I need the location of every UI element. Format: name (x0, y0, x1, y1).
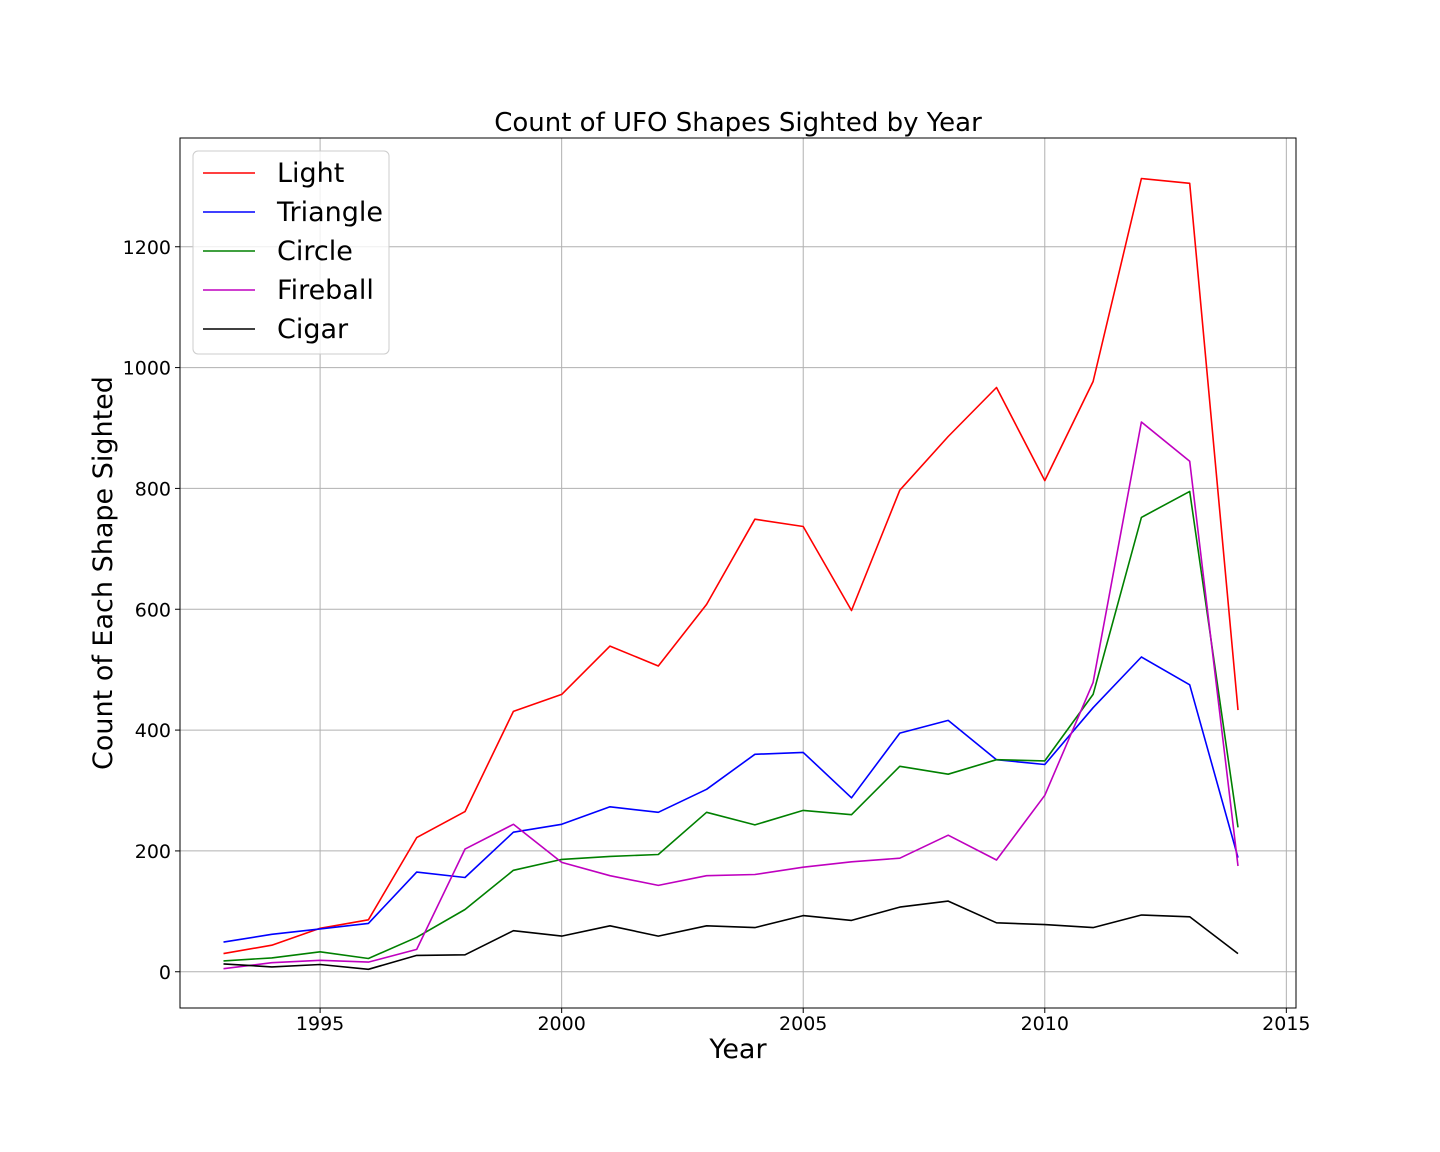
legend-box (192, 150, 390, 355)
y-tick-label: 1000 (123, 358, 171, 380)
x-tick-label: 2005 (779, 1013, 827, 1035)
plot-frame (179, 137, 1297, 1009)
chart-title: Count of UFO Shapes Sighted by Year (494, 108, 982, 138)
series-lines (223, 177, 1239, 971)
series-line-light (223, 177, 1239, 955)
legend-label-cigar: Cigar (277, 314, 349, 345)
y-tick-label: 400 (135, 720, 171, 742)
legend-label-fireball: Fireball (277, 275, 374, 306)
x-tick-label: 1995 (296, 1013, 344, 1035)
legend-label-light: Light (277, 158, 344, 189)
y-tick-label: 0 (159, 962, 171, 984)
series-line-triangle (223, 656, 1239, 943)
series-line-circle (223, 490, 1239, 962)
grid (180, 138, 1296, 1008)
y-tick-label: 1200 (123, 237, 171, 259)
x-axis-label: Year (708, 1034, 767, 1065)
series-line-cigar (223, 900, 1239, 971)
legend-label-circle: Circle (277, 236, 353, 267)
axis-ticks: 1995 2000 2005 2010 2015 0 200 400 600 800 1000 120… (123, 237, 1311, 1035)
y-tick-label: 800 (135, 478, 171, 500)
y-tick-label: 600 (135, 599, 171, 621)
series-line-fireball (223, 421, 1239, 970)
x-tick-label: 2000 (537, 1013, 585, 1035)
legend: Light Triangle Circle Fireball Cigar (192, 150, 390, 355)
y-axis-label: Count of Each Shape Sighted (88, 376, 119, 770)
y-tick-label: 200 (135, 841, 171, 863)
legend-label-triangle: Triangle (276, 197, 383, 228)
x-tick-label: 2010 (1021, 1013, 1069, 1035)
x-tick-label: 2015 (1262, 1013, 1310, 1035)
